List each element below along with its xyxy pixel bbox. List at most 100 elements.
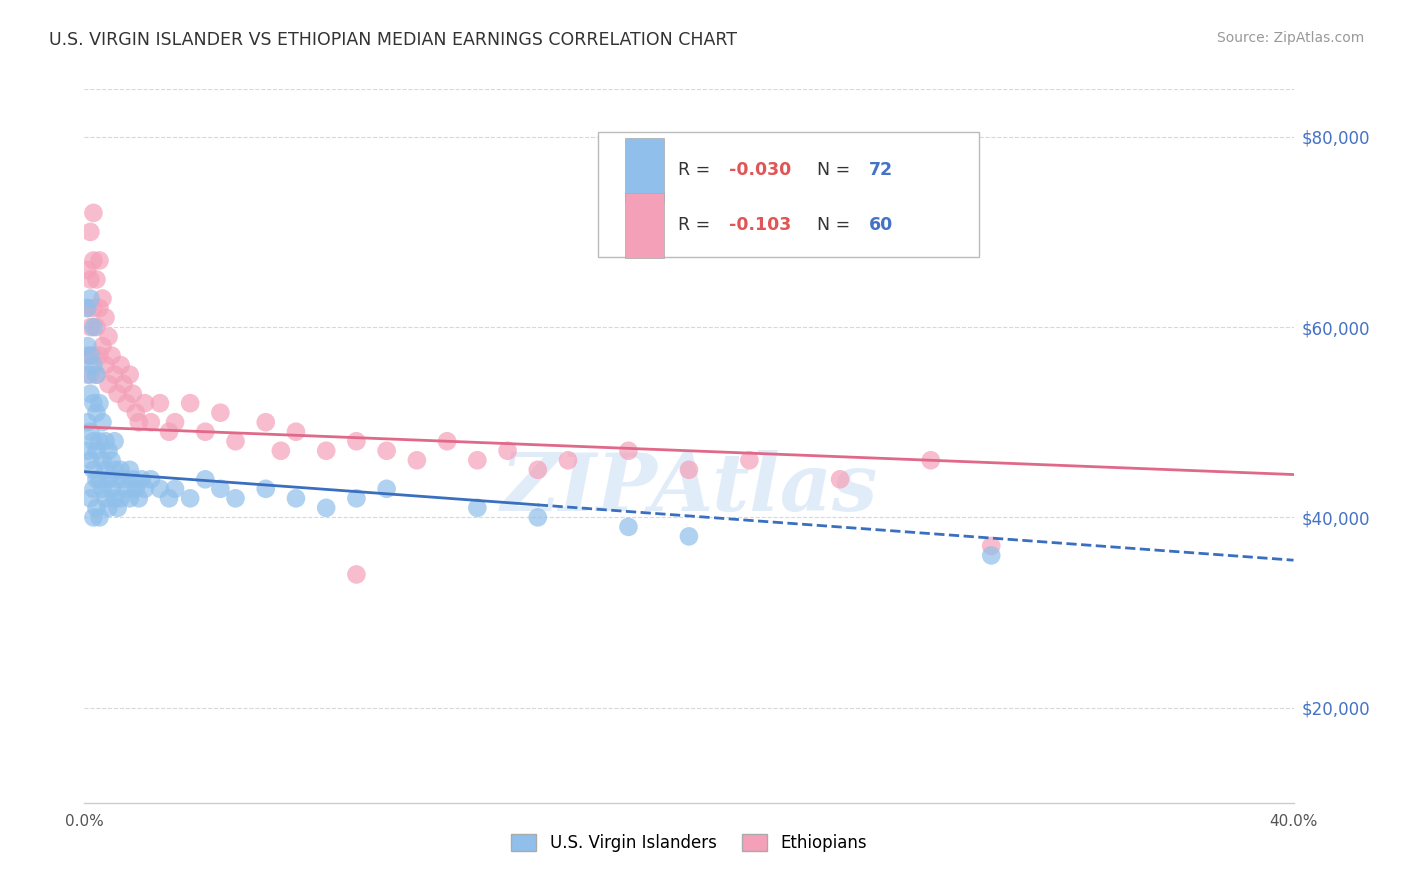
- Point: [104, 434, 127, 449]
- Point: [165, 415, 187, 429]
- Point: [91, 453, 114, 467]
- Point: [118, 463, 141, 477]
- Point: [82, 434, 104, 449]
- Point: [110, 358, 132, 372]
- Point: [76, 415, 98, 429]
- Point: [89, 253, 111, 268]
- Text: 60: 60: [869, 217, 893, 235]
- Point: [346, 567, 368, 582]
- Point: [76, 301, 98, 315]
- Text: N =: N =: [817, 217, 856, 235]
- Point: [82, 320, 104, 334]
- Point: [79, 453, 101, 467]
- Point: [91, 339, 114, 353]
- Point: [179, 396, 201, 410]
- Point: [890, 149, 912, 163]
- Point: [89, 510, 111, 524]
- Point: [91, 292, 114, 306]
- Point: [527, 510, 550, 524]
- Point: [107, 386, 129, 401]
- Point: [82, 358, 104, 372]
- Point: [89, 472, 111, 486]
- Point: [86, 320, 108, 334]
- Point: [76, 339, 98, 353]
- Point: [86, 472, 108, 486]
- Point: [89, 434, 111, 449]
- Point: [830, 472, 852, 486]
- FancyBboxPatch shape: [599, 132, 979, 257]
- Point: [94, 434, 117, 449]
- Point: [115, 396, 138, 410]
- Point: [157, 491, 180, 506]
- Bar: [624, 194, 664, 258]
- Point: [557, 453, 579, 467]
- Point: [79, 225, 101, 239]
- Point: [97, 329, 120, 343]
- Point: [617, 443, 640, 458]
- Point: [86, 500, 108, 515]
- Point: [112, 377, 135, 392]
- Point: [375, 443, 398, 458]
- Point: [920, 453, 942, 467]
- Text: U.S. VIRGIN ISLANDER VS ETHIOPIAN MEDIAN EARNINGS CORRELATION CHART: U.S. VIRGIN ISLANDER VS ETHIOPIAN MEDIAN…: [49, 31, 737, 49]
- Point: [121, 386, 143, 401]
- Point: [118, 491, 141, 506]
- Point: [91, 415, 114, 429]
- Bar: [624, 138, 664, 202]
- Point: [149, 396, 172, 410]
- Point: [94, 310, 117, 325]
- Point: [121, 472, 143, 486]
- Point: [107, 472, 129, 486]
- Point: [86, 443, 108, 458]
- Point: [436, 434, 458, 449]
- Point: [285, 491, 308, 506]
- Point: [79, 320, 101, 334]
- Point: [76, 301, 98, 315]
- Point: [97, 500, 120, 515]
- Point: [94, 491, 117, 506]
- Point: [89, 396, 111, 410]
- Point: [82, 206, 104, 220]
- Text: R =: R =: [678, 217, 716, 235]
- Point: [112, 472, 135, 486]
- Point: [128, 415, 150, 429]
- Point: [94, 358, 117, 372]
- Point: [254, 415, 277, 429]
- Point: [79, 425, 101, 439]
- Point: [980, 539, 1002, 553]
- Point: [125, 482, 148, 496]
- Point: [100, 349, 122, 363]
- Point: [97, 472, 120, 486]
- Point: [315, 443, 337, 458]
- Point: [79, 292, 101, 306]
- Point: [100, 482, 122, 496]
- Point: [107, 500, 129, 515]
- Point: [110, 491, 132, 506]
- Point: [94, 463, 117, 477]
- Point: [678, 529, 700, 543]
- Point: [89, 349, 111, 363]
- Legend: U.S. Virgin Islanders, Ethiopians: U.S. Virgin Islanders, Ethiopians: [505, 827, 873, 859]
- Point: [86, 368, 108, 382]
- Point: [79, 272, 101, 286]
- Point: [678, 463, 700, 477]
- Point: [97, 377, 120, 392]
- Point: [209, 406, 232, 420]
- Point: [82, 396, 104, 410]
- Point: [194, 472, 217, 486]
- Point: [76, 443, 98, 458]
- Point: [225, 491, 247, 506]
- Text: -0.030: -0.030: [728, 161, 792, 179]
- Point: [76, 349, 98, 363]
- Point: [125, 406, 148, 420]
- Point: [315, 500, 337, 515]
- Point: [285, 425, 308, 439]
- Point: [104, 491, 127, 506]
- Point: [82, 463, 104, 477]
- Point: [91, 482, 114, 496]
- Point: [118, 368, 141, 382]
- Point: [115, 482, 138, 496]
- Point: [149, 482, 172, 496]
- Point: [76, 368, 98, 382]
- Point: [139, 472, 162, 486]
